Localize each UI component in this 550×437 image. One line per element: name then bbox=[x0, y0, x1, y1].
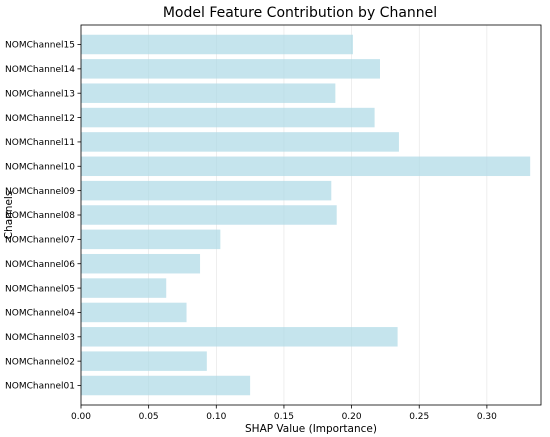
bar-nomchannel09 bbox=[81, 180, 332, 201]
y-tick-label: NOMChannel07 bbox=[5, 236, 75, 246]
x-tick-label: 0.15 bbox=[274, 412, 294, 422]
bar-nomchannel06 bbox=[81, 253, 201, 274]
x-tick-label: 0.05 bbox=[139, 412, 159, 422]
bar-nomchannel08 bbox=[81, 205, 337, 225]
y-tick-label: NOMChannel11 bbox=[5, 138, 75, 148]
y-tick-label: NOMChannel14 bbox=[5, 65, 75, 75]
bar-nomchannel10 bbox=[81, 156, 531, 177]
x-tick-label: 0.30 bbox=[477, 412, 497, 422]
y-tick-label: NOMChannel15 bbox=[5, 41, 75, 51]
x-tick-label: 0.10 bbox=[206, 412, 226, 422]
bar-nomchannel14 bbox=[81, 59, 380, 79]
bar-nomchannel12 bbox=[81, 107, 375, 128]
bars bbox=[81, 34, 531, 396]
x-tick-label: 0.25 bbox=[409, 412, 429, 422]
chart-title: Model Feature Contribution by Channel bbox=[163, 5, 437, 21]
y-tick-label: NOMChannel05 bbox=[5, 284, 75, 294]
bar-nomchannel03 bbox=[81, 327, 398, 347]
x-ticks: 0.00 0.05 0.10 0.15 0.20 0.25 0.30 bbox=[71, 405, 497, 422]
y-tick-label: NOMChannel08 bbox=[5, 211, 75, 221]
y-tick-label: NOMChannel12 bbox=[5, 114, 75, 124]
y-tick-label: NOMChannel02 bbox=[5, 357, 75, 367]
bar-nomchannel07 bbox=[81, 229, 221, 250]
x-axis-label: SHAP Value (Importance) bbox=[245, 423, 377, 435]
y-axis-label: Channels bbox=[3, 191, 15, 240]
y-tick-label: NOMChannel10 bbox=[5, 162, 75, 172]
y-tick-label: NOMChannel04 bbox=[5, 309, 75, 319]
bar-nomchannel01 bbox=[81, 375, 251, 396]
y-tick-label: NOMChannel03 bbox=[5, 333, 75, 343]
y-ticks: NOMChannel01 NOMChannel02 NOMChannel03 NOMC… bbox=[5, 41, 81, 392]
bar-nomchannel13 bbox=[81, 83, 336, 103]
bar-nomchannel02 bbox=[81, 351, 207, 371]
bar-nomchannel11 bbox=[81, 132, 399, 152]
y-tick-label: NOMChannel13 bbox=[5, 89, 75, 99]
bar-nomchannel04 bbox=[81, 302, 187, 323]
y-tick-label: NOMChannel09 bbox=[5, 187, 75, 197]
x-tick-label: 0.00 bbox=[71, 412, 91, 422]
y-tick-label: NOMChannel01 bbox=[5, 382, 75, 392]
x-tick-label: 0.20 bbox=[342, 412, 362, 422]
bar-nomchannel05 bbox=[81, 278, 167, 298]
bar-nomchannel15 bbox=[81, 34, 353, 55]
y-tick-label: NOMChannel06 bbox=[5, 260, 75, 270]
